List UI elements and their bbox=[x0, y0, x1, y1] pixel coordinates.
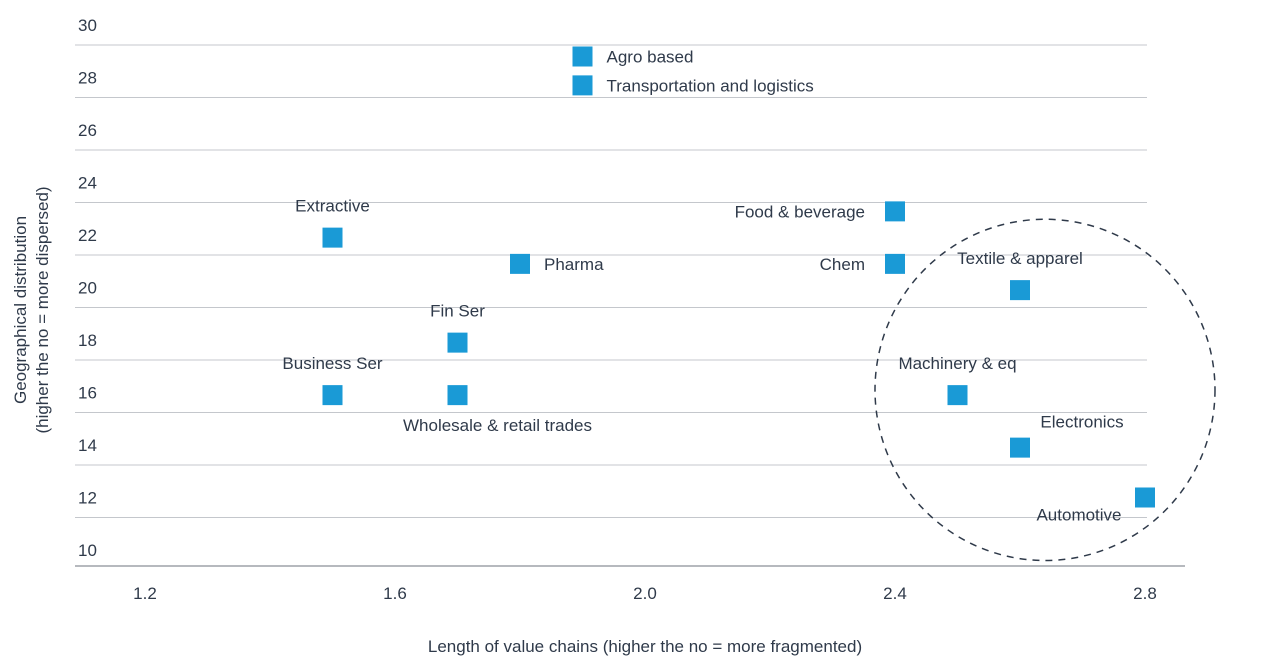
y-axis-title: Geographical distribution (higher the no… bbox=[11, 186, 52, 433]
x-tick-label: 2.0 bbox=[633, 584, 657, 603]
grid-lines bbox=[75, 44, 1147, 518]
x-axis-title: Length of value chains (higher the no = … bbox=[428, 637, 862, 656]
data-point-label: Textile & apparel bbox=[957, 249, 1083, 268]
data-point-label: Transportation and logistics bbox=[607, 76, 814, 95]
x-tick-label: 2.8 bbox=[1133, 584, 1157, 603]
data-point-label: Agro based bbox=[607, 48, 694, 67]
data-point-label: Chem bbox=[820, 255, 865, 274]
data-point-label: Business Ser bbox=[282, 354, 382, 373]
data-point-marker bbox=[447, 385, 468, 406]
data-point-label: Pharma bbox=[544, 255, 604, 274]
y-tick-label: 18 bbox=[78, 331, 97, 350]
data-point-marker bbox=[572, 75, 593, 96]
data-point-label: Automotive bbox=[1036, 506, 1121, 525]
cluster-dashed-circle bbox=[874, 218, 1216, 562]
annotations bbox=[874, 218, 1216, 562]
data-markers bbox=[322, 46, 1155, 508]
data-point-marker bbox=[885, 201, 905, 222]
y-tick-label: 14 bbox=[78, 436, 97, 455]
data-point-label: Machinery & eq bbox=[898, 354, 1016, 373]
data-point-marker bbox=[947, 385, 968, 406]
data-point-marker bbox=[447, 332, 468, 353]
data-point-label: Fin Ser bbox=[430, 302, 485, 321]
data-point-label: Wholesale & retail trades bbox=[403, 416, 592, 435]
data-point-marker bbox=[885, 253, 905, 274]
y-tick-label: 12 bbox=[78, 489, 97, 508]
y-tick-label: 20 bbox=[78, 279, 97, 298]
y-tick-label: 16 bbox=[78, 384, 97, 403]
x-tick-label: 1.6 bbox=[383, 584, 407, 603]
y-axis-title-line2: (higher the no = more dispersed) bbox=[33, 186, 52, 433]
y-tick-label: 30 bbox=[78, 16, 97, 35]
y-tick-label: 28 bbox=[78, 69, 97, 88]
y-tick-label: 22 bbox=[78, 226, 97, 245]
data-point-marker bbox=[322, 385, 343, 406]
x-tick-label: 1.2 bbox=[133, 584, 157, 603]
data-point-marker bbox=[1010, 437, 1030, 458]
y-tick-label: 10 bbox=[78, 541, 97, 560]
data-point-label: Electronics bbox=[1040, 413, 1123, 432]
data-point-marker bbox=[510, 253, 530, 274]
data-labels: Agro based Transportation and logistics Ex… bbox=[282, 48, 1123, 525]
y-axis-title-line1: Geographical distribution bbox=[11, 216, 30, 404]
y-tick-label: 24 bbox=[78, 174, 97, 193]
y-tick-label: 26 bbox=[78, 121, 97, 140]
data-point-marker bbox=[322, 227, 343, 248]
y-axis-tick-labels: 10 12 14 16 18 20 22 24 26 28 30 bbox=[78, 16, 97, 560]
x-axis-tick-labels: 1.2 1.6 2.0 2.4 2.8 bbox=[133, 584, 1157, 603]
x-tick-label: 2.4 bbox=[883, 584, 907, 603]
data-point-label: Extractive bbox=[295, 197, 370, 216]
data-point-marker bbox=[1010, 280, 1030, 301]
data-point-marker bbox=[572, 46, 593, 67]
data-point-marker bbox=[1135, 487, 1155, 508]
data-point-label: Food & beverage bbox=[735, 202, 865, 221]
